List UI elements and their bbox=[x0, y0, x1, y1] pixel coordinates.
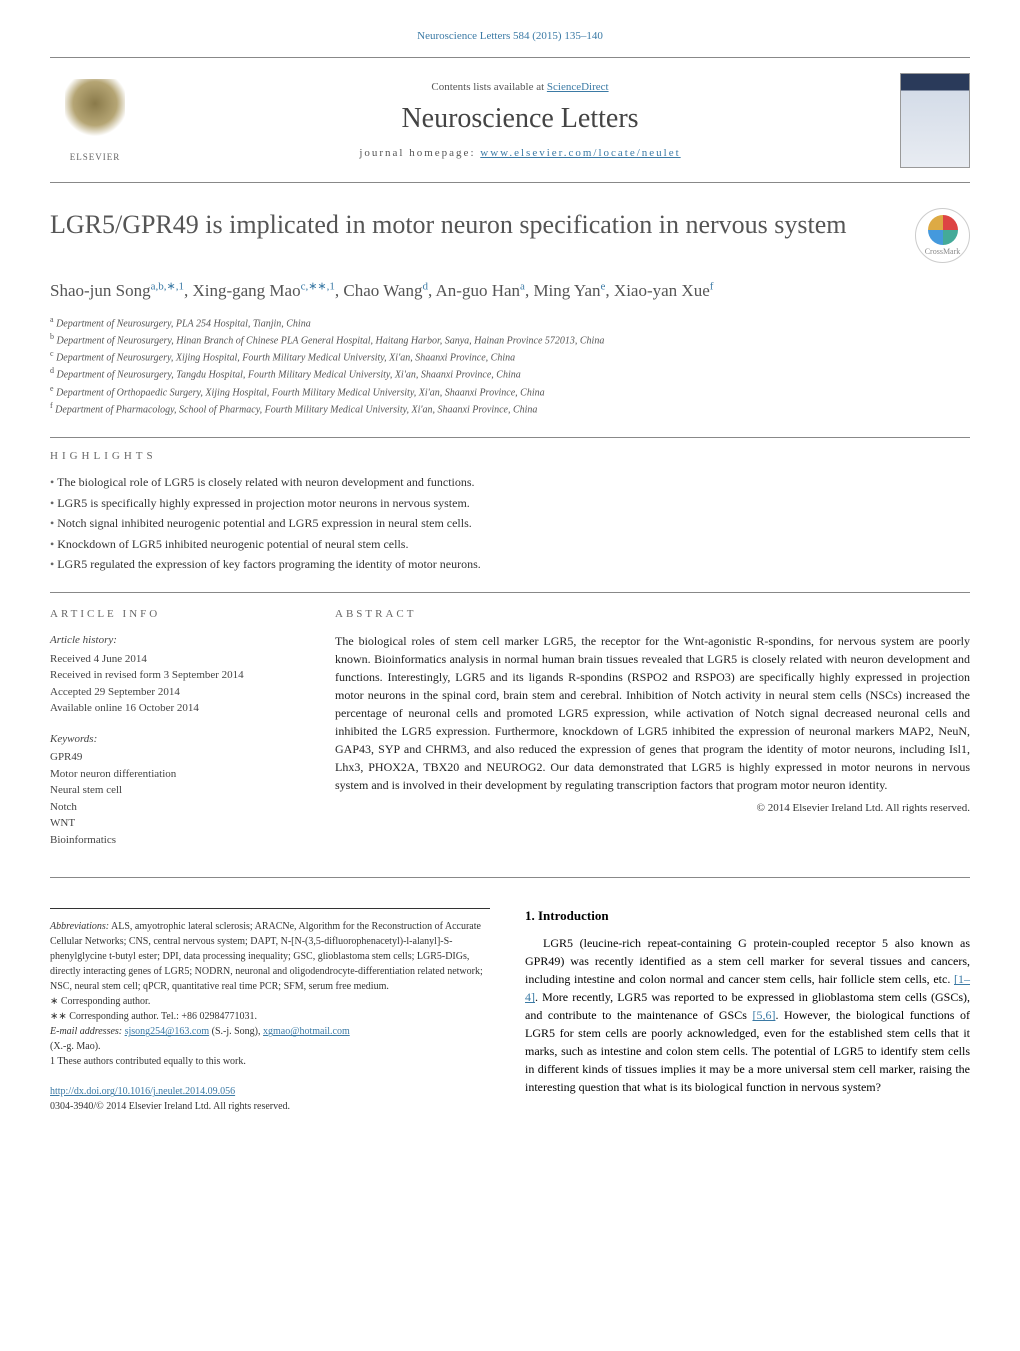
homepage-link[interactable]: www.elsevier.com/locate/neulet bbox=[480, 147, 680, 159]
journal-homepage: journal homepage: www.elsevier.com/locat… bbox=[140, 147, 900, 159]
article-info-column: ARTICLE INFO Article history: Received 4… bbox=[50, 608, 300, 862]
introduction-column: 1. Introduction LGR5 (leucine-rich repea… bbox=[525, 908, 970, 1114]
keyword-item: Motor neuron differentiation bbox=[50, 766, 300, 783]
highlights-list: The biological role of LGR5 is closely r… bbox=[50, 472, 970, 574]
keyword-item: Notch bbox=[50, 799, 300, 816]
email-label: E-mail addresses: bbox=[50, 1026, 122, 1037]
affiliation-item: c Department of Neurosurgery, Xijing Hos… bbox=[50, 348, 970, 365]
affiliation-item: a Department of Neurosurgery, PLA 254 Ho… bbox=[50, 314, 970, 331]
highlight-item: Notch signal inhibited neurogenic potent… bbox=[50, 513, 970, 533]
author-list: Shao-jun Songa,b,∗,1, Xing-gang Maoc,∗∗,… bbox=[50, 278, 970, 304]
footnotes-column: Abbreviations: ALS, amyotrophic lateral … bbox=[50, 908, 490, 1114]
elsevier-logo: ELSEVIER bbox=[50, 70, 140, 170]
email-name-1: (S.-j. Song), bbox=[212, 1026, 261, 1037]
highlight-item: LGR5 is specifically highly expressed in… bbox=[50, 493, 970, 513]
highlight-item: The biological role of LGR5 is closely r… bbox=[50, 472, 970, 492]
history-item: Available online 16 October 2014 bbox=[50, 700, 300, 717]
running-header: Neuroscience Letters 584 (2015) 135–140 bbox=[50, 30, 970, 42]
affiliation-item: f Department of Pharmacology, School of … bbox=[50, 400, 970, 417]
equal-contribution: 1 These authors contributed equally to t… bbox=[50, 1054, 490, 1069]
corresponding-author-2: ∗∗ Corresponding author. Tel.: +86 02984… bbox=[50, 1009, 490, 1024]
highlights-heading: HIGHLIGHTS bbox=[50, 450, 970, 462]
contents-available: Contents lists available at ScienceDirec… bbox=[140, 81, 900, 93]
history-item: Accepted 29 September 2014 bbox=[50, 684, 300, 701]
article-title: LGR5/GPR49 is implicated in motor neuron… bbox=[50, 208, 895, 263]
email-link-1[interactable]: sjsong254@163.com bbox=[125, 1026, 210, 1037]
abstract-copyright: © 2014 Elsevier Ireland Ltd. All rights … bbox=[335, 802, 970, 814]
abstract-text: The biological roles of stem cell marker… bbox=[335, 632, 970, 794]
keyword-item: WNT bbox=[50, 815, 300, 832]
ref-link[interactable]: [1–4] bbox=[525, 972, 970, 1004]
abbreviations-label: Abbreviations: bbox=[50, 921, 109, 932]
highlight-item: Knockdown of LGR5 inhibited neurogenic p… bbox=[50, 534, 970, 554]
doi-link[interactable]: http://dx.doi.org/10.1016/j.neulet.2014.… bbox=[50, 1086, 235, 1097]
corresponding-author-1: ∗ Corresponding author. bbox=[50, 994, 490, 1009]
issn-copyright: 0304-3940/© 2014 Elsevier Ireland Ltd. A… bbox=[50, 1101, 290, 1112]
keyword-item: GPR49 bbox=[50, 749, 300, 766]
article-history-label: Article history: bbox=[50, 632, 300, 649]
elsevier-label: ELSEVIER bbox=[70, 152, 121, 162]
affiliations-list: a Department of Neurosurgery, PLA 254 Ho… bbox=[50, 314, 970, 418]
history-item: Received in revised form 3 September 201… bbox=[50, 667, 300, 684]
history-item: Received 4 June 2014 bbox=[50, 651, 300, 668]
journal-cover-thumb bbox=[900, 73, 970, 168]
crossmark-icon bbox=[928, 215, 958, 245]
crossmark-badge[interactable]: CrossMark bbox=[915, 208, 970, 263]
abstract-heading: ABSTRACT bbox=[335, 608, 970, 620]
abbreviations-text: ALS, amyotrophic lateral sclerosis; ARAC… bbox=[50, 921, 483, 992]
journal-title: Neuroscience Letters bbox=[140, 103, 900, 135]
intro-paragraph: LGR5 (leucine-rich repeat-containing G p… bbox=[525, 934, 970, 1096]
email-link-2[interactable]: xgmao@hotmail.com bbox=[263, 1026, 350, 1037]
keyword-item: Neural stem cell bbox=[50, 782, 300, 799]
ref-link[interactable]: [5,6] bbox=[752, 1008, 775, 1022]
article-info-heading: ARTICLE INFO bbox=[50, 608, 300, 620]
affiliation-item: b Department of Neurosurgery, Hinan Bran… bbox=[50, 331, 970, 348]
email-name-2: (X.-g. Mao). bbox=[50, 1039, 490, 1054]
keywords-label: Keywords: bbox=[50, 731, 300, 748]
journal-banner: ELSEVIER Contents lists available at Sci… bbox=[50, 57, 970, 183]
keyword-item: Bioinformatics bbox=[50, 832, 300, 849]
sciencedirect-link[interactable]: ScienceDirect bbox=[547, 81, 609, 93]
elsevier-tree-icon bbox=[65, 79, 125, 149]
highlight-item: LGR5 regulated the expression of key fac… bbox=[50, 554, 970, 574]
affiliation-item: d Department of Neurosurgery, Tangdu Hos… bbox=[50, 365, 970, 382]
abstract-column: ABSTRACT The biological roles of stem ce… bbox=[335, 608, 970, 862]
intro-heading: 1. Introduction bbox=[525, 908, 970, 924]
crossmark-label: CrossMark bbox=[925, 247, 961, 256]
affiliation-item: e Department of Orthopaedic Surgery, Xij… bbox=[50, 383, 970, 400]
